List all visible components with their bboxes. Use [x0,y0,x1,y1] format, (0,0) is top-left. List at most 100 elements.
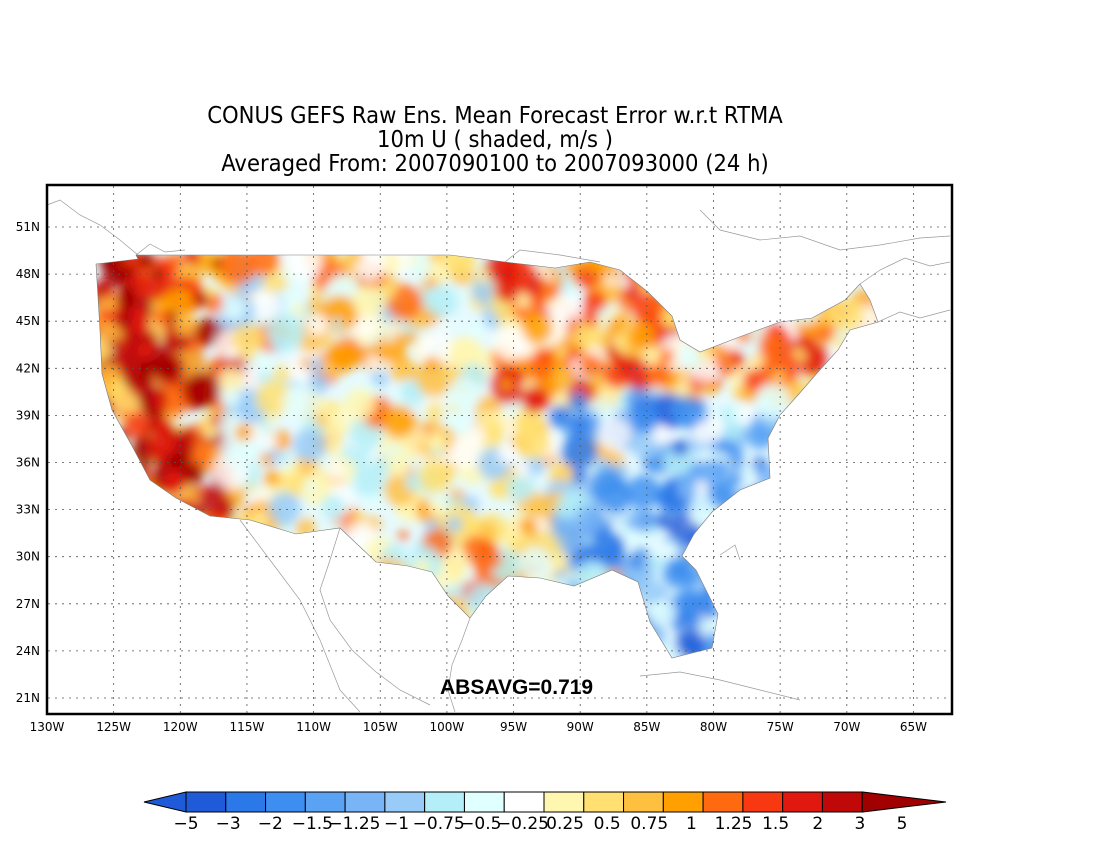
field-cell [403,331,417,345]
lat-tick-label: 48N [16,267,40,281]
lon-tick-label: 130W [30,720,65,734]
field-cell [162,469,186,494]
colorbar-swatch [662,791,704,813]
colorbar-swatch [384,791,426,813]
colorbar-tick-label: 1 [686,814,697,834]
field-cell [651,424,673,446]
field-cell [754,383,791,420]
field-cell [131,305,148,322]
colorbar-tick-label: 0.5 [594,814,621,834]
field-cell [171,430,195,455]
colorbar-tick-label: −0.25 [497,814,549,834]
colorbar-tick-label: −1.25 [328,814,380,834]
field-cell [605,275,616,287]
neighbor-coast [699,209,951,251]
neighbor-coast [319,527,431,706]
field-cell [221,296,246,321]
title-line-1: CONUS GEFS Raw Ens. Mean Forecast Error … [207,103,783,129]
field-cell [525,455,545,476]
field-cell [221,389,241,408]
field-cell [182,462,205,485]
field-cell [520,312,553,345]
field-cell [519,517,538,536]
field-cell [268,491,301,525]
colorbar-swatch [185,791,227,813]
colorbar-labels: −5 −3 −2 −1.5−1.25 −1 −0.75−0.5−0.250.25 0.5 0.… [173,814,907,834]
colorbar-swatch [583,791,625,813]
field-cell [527,355,554,381]
field-cell [599,481,633,514]
colorbar [143,791,947,813]
field-cell [466,320,486,339]
field-cell [353,284,387,318]
colorbar-swatch [344,791,386,813]
field-cell [418,458,454,494]
colorbar-swatch [623,791,664,813]
field-cell [425,285,459,319]
colorbar-tick-label: 0.25 [546,814,584,834]
lat-tick-label: 51N [16,220,40,234]
field-cell [497,444,517,464]
field-cell [583,289,607,313]
field-cell [307,373,329,394]
field-cell [480,422,505,447]
lon-tick-label: 95W [500,720,527,734]
field-cell [194,317,224,347]
field-cell [571,468,589,485]
field-cell [344,387,377,420]
field-cell [452,338,481,367]
neighbor-coast [859,257,951,285]
field-cell [263,469,280,487]
field-cell [732,352,744,364]
field-cell [598,416,633,451]
field-cell [427,432,447,452]
lon-tick-label: 90W [567,720,594,734]
field-cell [570,415,591,437]
field-cell [428,501,444,517]
field-cell [139,370,153,383]
colorbar-swatch [742,791,784,813]
field-cell [625,284,641,300]
colorbar-tick-label: −0.5 [460,814,501,834]
field-cell [743,368,766,392]
field-cell [153,416,172,435]
field-cell [655,513,671,530]
field-cell [212,258,224,269]
lat-tick-label: 21N [16,691,40,705]
lat-tick-label: 27N [16,597,40,611]
field-cell [667,561,688,582]
field-cell [759,354,793,387]
field-cell [515,293,531,309]
colorbar-tick-label: −0.75 [413,814,465,834]
colorbar-tick-label: 1.5 [762,814,789,834]
lon-tick-label: 115W [230,720,265,734]
field-cell [247,287,282,323]
neighbor-coast [239,519,361,713]
title-line-3: Averaged From: 2007090100 to 2007093000 … [221,151,769,177]
field-cell [98,308,113,324]
colorbar-tick-label: −2 [258,814,283,834]
field-cell [255,379,293,417]
field-cell [493,326,528,361]
colorbar-swatch [702,791,744,813]
field-cell [419,337,438,356]
field-cell [384,331,395,343]
field-cell [561,433,598,471]
field-cell [183,371,221,409]
field-cell [479,272,491,285]
field-cell [119,284,137,301]
lon-tick-label: 100W [430,720,465,734]
field-cell [714,460,729,475]
field-cell [670,395,703,428]
field-cell [299,357,312,370]
field-cell [719,406,736,423]
field-cell [231,322,264,356]
field-cell [154,356,178,380]
field-cell [828,296,865,332]
field-cell [706,620,718,632]
field-cell [159,381,192,413]
field-cell [150,267,164,280]
field-cell [646,525,658,537]
lon-tick-label: 85W [633,720,660,734]
